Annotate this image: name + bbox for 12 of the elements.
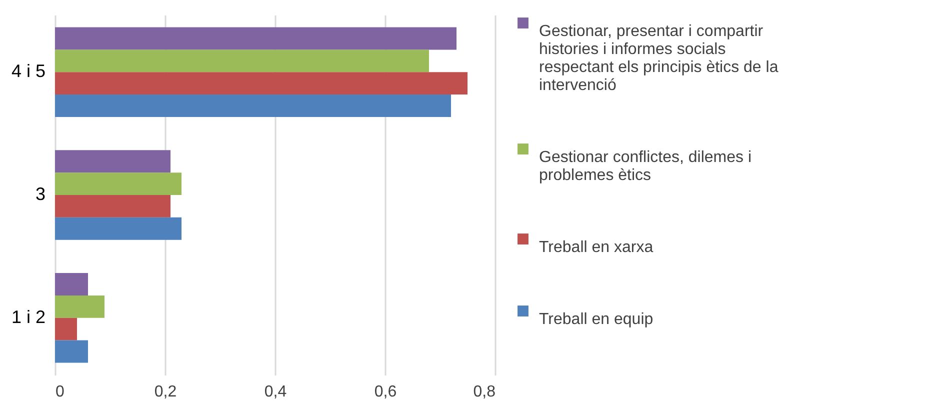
x-tick-label: 0,2 [154, 384, 177, 400]
legend-label: Treball en equip [539, 311, 654, 328]
y-tick-label: 1 i 2 [11, 306, 46, 327]
x-tick-label: 0,8 [473, 384, 496, 400]
y-tick-label: 4 i 5 [11, 61, 46, 82]
x-tick-label: 0,4 [264, 384, 287, 400]
x-tick-label: 0 [56, 384, 64, 400]
x-tick-label: 0,6 [374, 384, 397, 400]
legend-label: Treball en xarxa [539, 239, 654, 256]
legend-label: Gestionar conflictes, dilemes i problemes ètics [539, 149, 752, 184]
legend-label: Gestionar, presentar i compartir histories i informes socials respectant els principis ètics de la intervenció [539, 23, 778, 94]
y-tick-label: 3 [35, 184, 46, 204]
